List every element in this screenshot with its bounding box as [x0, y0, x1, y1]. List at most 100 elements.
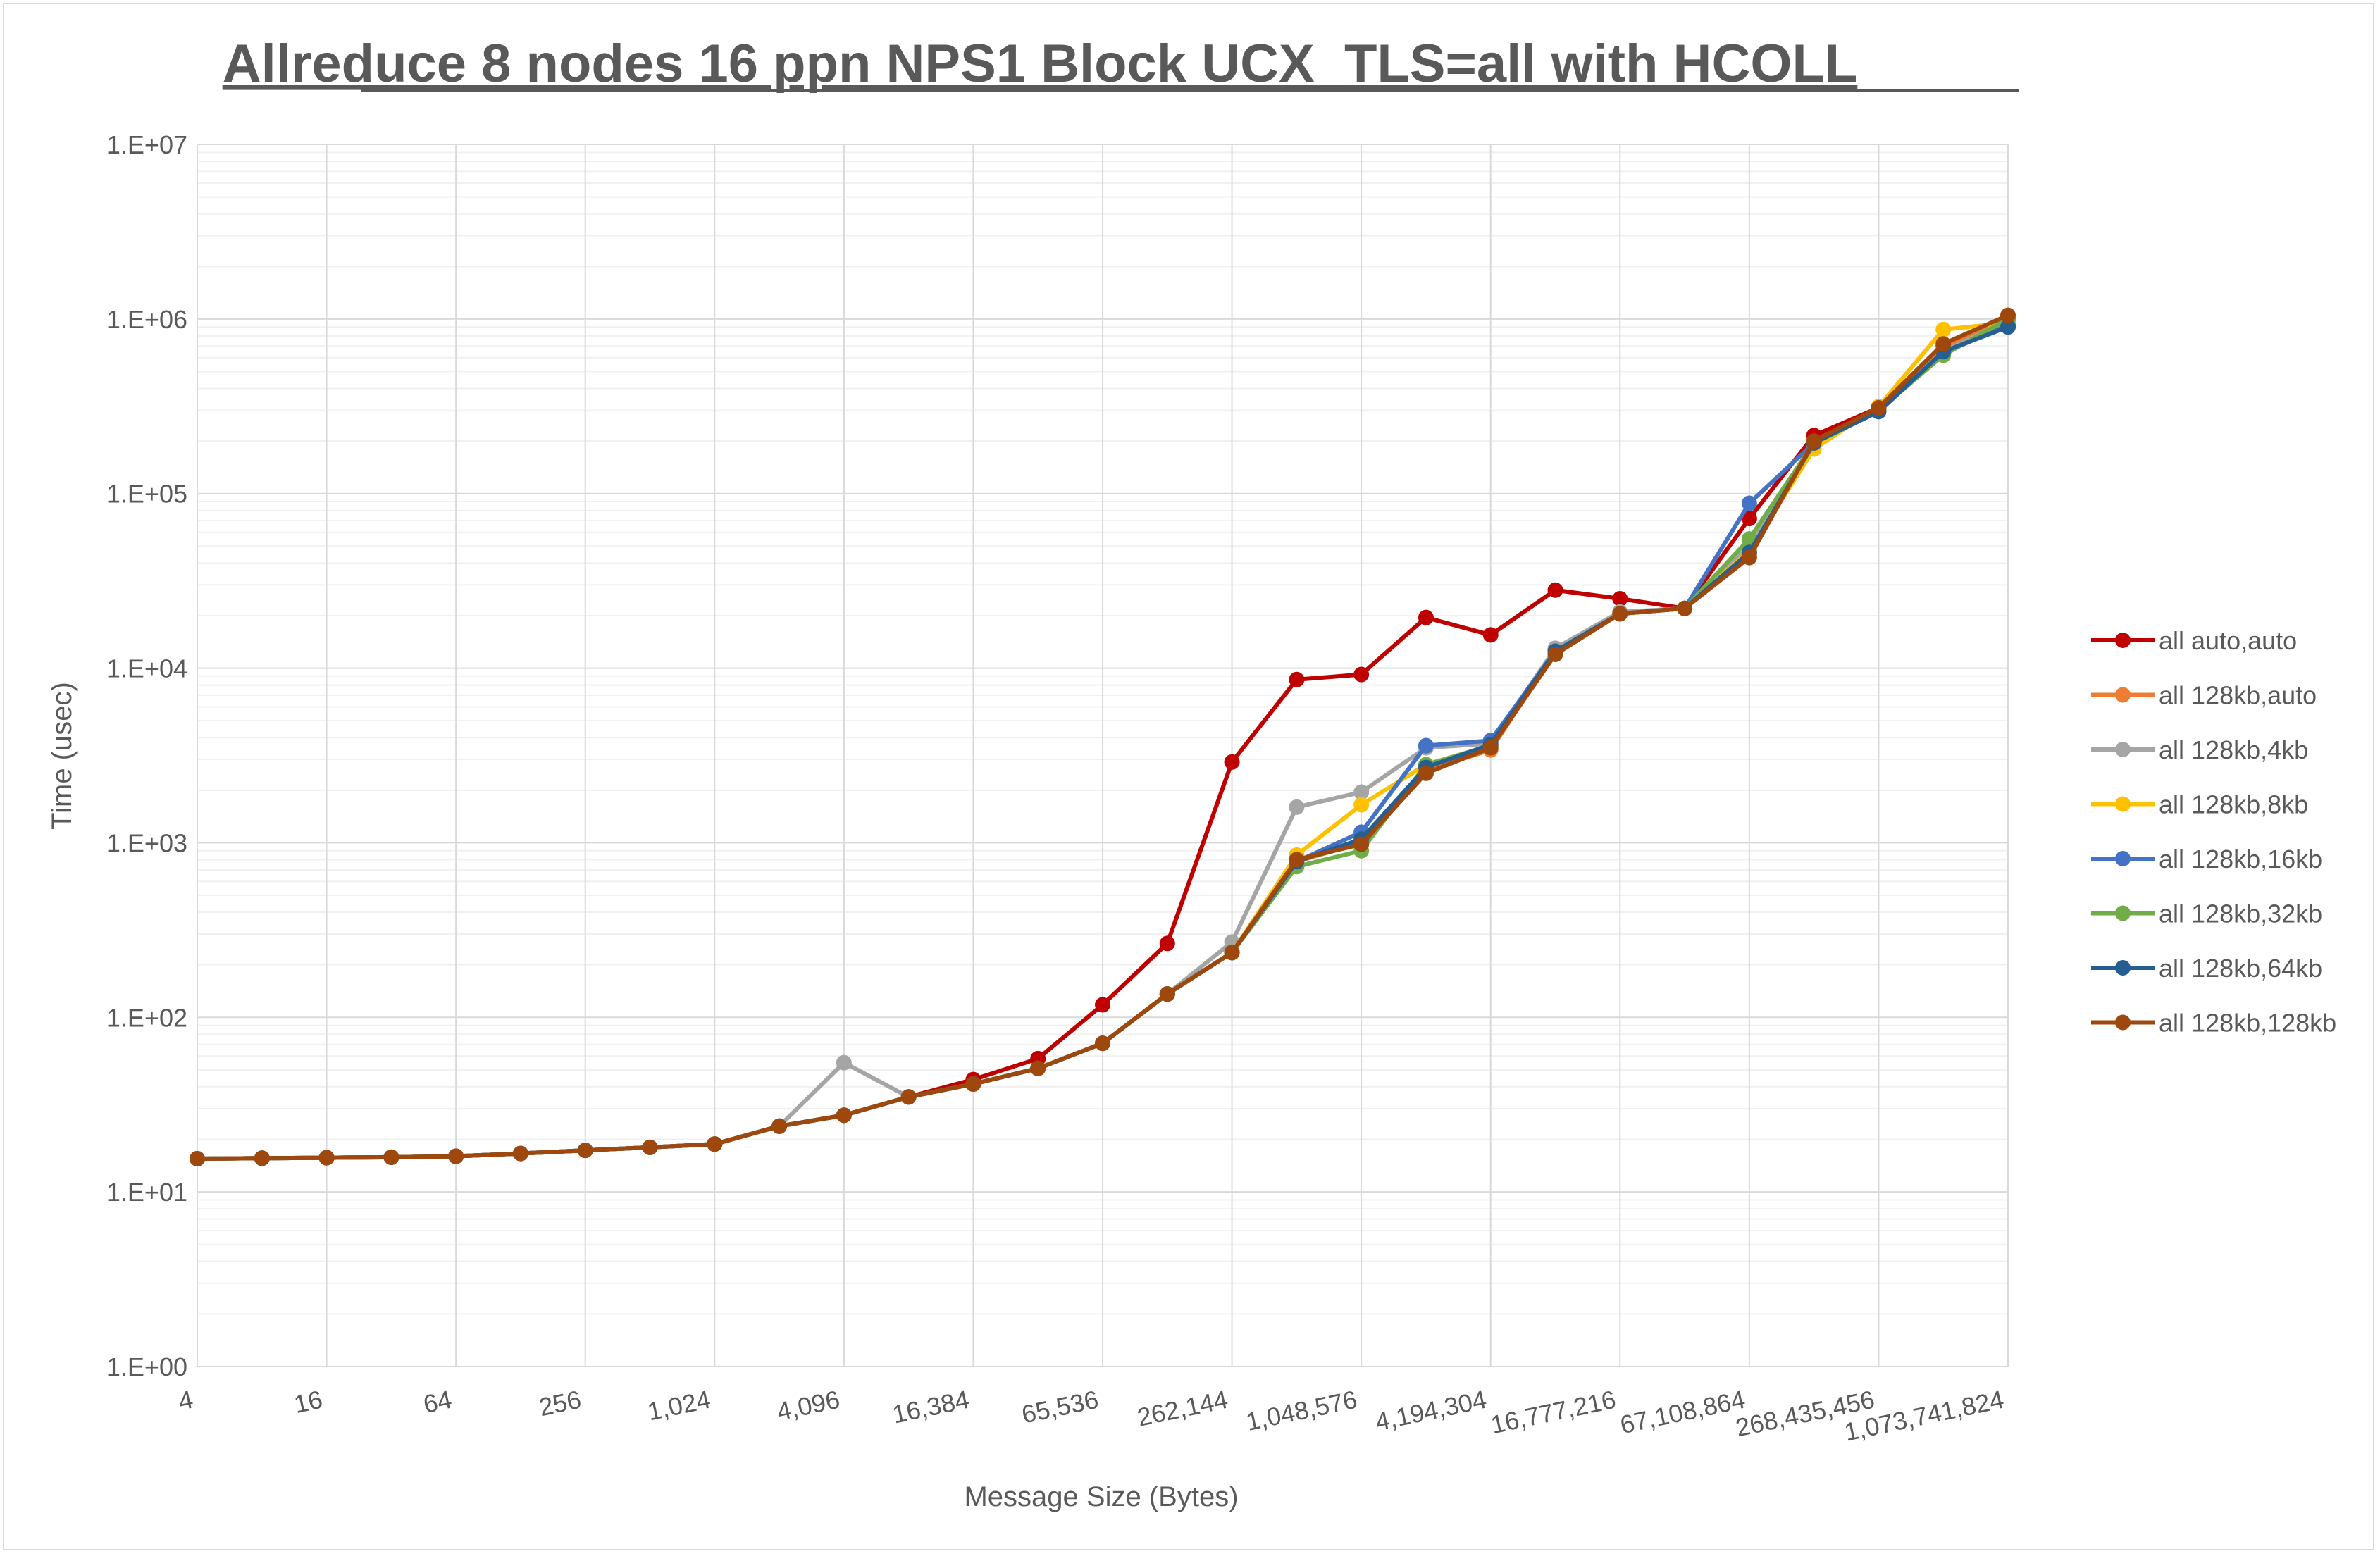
data-point	[900, 1089, 917, 1105]
legend-item: all auto,auto	[2091, 626, 2297, 655]
data-point	[1289, 852, 1305, 868]
data-point	[642, 1139, 658, 1155]
legend-swatch-marker	[2115, 960, 2131, 976]
data-point	[190, 1150, 205, 1166]
x-tick-label: 1,024	[645, 1385, 713, 1426]
legend-item: all 128kb,8kb	[2091, 790, 2308, 819]
data-point	[836, 1107, 852, 1124]
legend-label: all 128kb,16kb	[2159, 845, 2322, 873]
data-point	[1741, 495, 1757, 511]
data-point	[1547, 646, 1563, 662]
data-point	[577, 1143, 593, 1159]
data-point	[512, 1145, 528, 1162]
y-tick-label: 1.E+03	[106, 828, 187, 857]
x-axis-label: Message Size (Bytes)	[964, 1481, 1238, 1512]
y-tick-label: 1.E+07	[106, 130, 187, 159]
data-point	[1741, 511, 1757, 527]
data-point	[1418, 765, 1434, 781]
data-point	[1095, 1035, 1110, 1052]
data-point	[771, 1118, 788, 1134]
legend-label: all auto,auto	[2159, 626, 2297, 655]
data-point	[1482, 740, 1499, 756]
data-point	[1353, 666, 1370, 683]
data-point	[965, 1076, 981, 1092]
data-point	[1612, 590, 1628, 606]
y-tick-label: 1.E+06	[106, 305, 187, 334]
legend-item: all 128kb,16kb	[2091, 845, 2322, 873]
legend-item: all 128kb,64kb	[2091, 954, 2322, 983]
data-point	[1289, 671, 1305, 687]
legend-swatch-marker	[2115, 796, 2131, 812]
data-point	[1224, 945, 1240, 961]
data-point	[254, 1150, 270, 1166]
legend-item: all 128kb,4kb	[2091, 735, 2308, 764]
legend-swatch-marker	[2115, 633, 2131, 648]
legend: all auto,auto all 128kb,auto all 128kb,4kb…	[2091, 626, 2336, 1038]
legend-label: all 128kb,64kb	[2159, 954, 2322, 983]
y-tick-label: 1.E+04	[106, 654, 187, 683]
x-tick-label: 65,536	[1019, 1385, 1101, 1429]
data-point	[1935, 321, 1952, 337]
legend-swatch-marker	[2115, 742, 2131, 757]
data-point	[1353, 836, 1370, 852]
chart-title: Allreduce 8 nodes 16 ppn NPS1 Block UCX_…	[223, 34, 1858, 94]
legend-label: all 128kb,8kb	[2159, 790, 2308, 819]
x-tick-label: 16,777,216	[1488, 1385, 1618, 1440]
major-gridlines	[197, 144, 2009, 1367]
legend-item: all 128kb,auto	[2091, 681, 2317, 710]
legend-swatch-marker	[2115, 1014, 2131, 1031]
data-point	[1871, 399, 1887, 416]
y-tick-label: 1.E+00	[106, 1352, 187, 1381]
data-point	[1806, 433, 1822, 449]
x-tick-label: 262,144	[1134, 1385, 1230, 1432]
x-tick-label: 67,108,864	[1618, 1385, 1748, 1440]
legend-label: all 128kb,auto	[2159, 681, 2317, 710]
x-tick-label: 4,096	[774, 1385, 843, 1426]
data-point	[707, 1136, 723, 1152]
x-tick-label: 256	[536, 1385, 583, 1422]
x-tick-label: 4	[176, 1385, 196, 1416]
data-point	[1159, 935, 1175, 952]
data-point	[1482, 627, 1499, 643]
chart-frame	[3, 3, 2374, 1550]
data-point	[1547, 582, 1563, 598]
x-tick-label: 64	[421, 1385, 454, 1419]
series-layer	[190, 307, 2016, 1166]
legend-swatch-marker	[2115, 905, 2131, 921]
data-point	[1741, 549, 1757, 566]
data-point	[1418, 609, 1434, 625]
data-point	[318, 1150, 335, 1166]
legend-item: all 128kb,32kb	[2091, 900, 2322, 928]
data-point	[1612, 606, 1628, 622]
data-point	[2000, 307, 2016, 323]
data-point	[1030, 1060, 1046, 1076]
data-point	[1353, 797, 1370, 813]
data-point	[448, 1148, 464, 1164]
data-point	[1935, 336, 1952, 352]
legend-label: all 128kb,128kb	[2159, 1009, 2336, 1038]
y-tick-label: 1.E+01	[106, 1178, 187, 1207]
data-point	[1677, 600, 1693, 616]
x-tick-label: 4,194,304	[1372, 1385, 1489, 1436]
y-tick-labels: 1.E+00 1.E+01 1.E+02 1.E+03 1.E+04 1.E+05 1.E+…	[106, 130, 187, 1381]
x-tick-label: 16	[292, 1385, 326, 1419]
y-axis-label: Time (usec)	[47, 682, 78, 830]
data-point	[836, 1054, 852, 1071]
data-point	[1224, 754, 1240, 770]
legend-swatch-marker	[2115, 687, 2131, 703]
x-tick-label: 1,048,576	[1244, 1385, 1360, 1436]
x-tick-labels: 4 16 64 256 1,024 4,096 16,384 65,536 262,144 1,0…	[176, 1385, 2007, 1447]
series-8	[190, 307, 2016, 1166]
data-point	[1159, 986, 1175, 1002]
x-tick-label: 16,384	[890, 1385, 972, 1429]
legend-label: all 128kb,4kb	[2159, 735, 2308, 764]
y-tick-label: 1.E+05	[106, 480, 187, 509]
legend-swatch-marker	[2115, 851, 2131, 866]
y-tick-label: 1.E+02	[106, 1003, 187, 1032]
legend-label: all 128kb,32kb	[2159, 900, 2322, 928]
data-point	[1289, 799, 1305, 815]
data-point	[1418, 737, 1434, 754]
data-point	[383, 1149, 399, 1165]
legend-item: all 128kb,128kb	[2091, 1009, 2336, 1038]
